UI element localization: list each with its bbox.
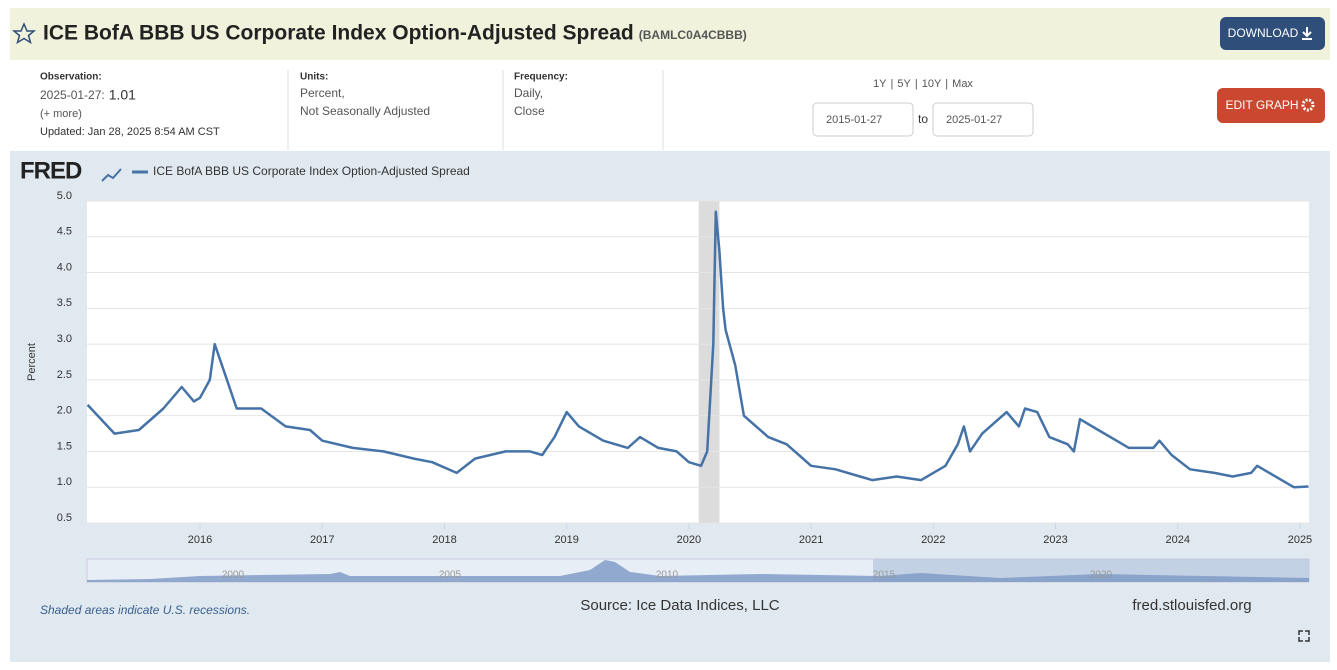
y-tick-label: 2.5	[57, 369, 72, 381]
navigator-label: 2020	[1090, 570, 1113, 581]
y-tick-label: 1.5	[57, 440, 72, 452]
units-label: Units:	[300, 72, 328, 83]
favorite-star[interactable]	[11, 22, 37, 45]
navigator-label: 2005	[439, 570, 462, 581]
range-link[interactable]: 10Y	[922, 78, 942, 90]
edit-graph-label: EDIT GRAPH	[1225, 98, 1298, 112]
y-tick-label: 5.0	[57, 190, 72, 202]
y-tick-label: 4.5	[57, 226, 72, 238]
start-date: 2015-01-27	[826, 114, 882, 126]
separator: |	[915, 78, 918, 90]
navigator-label: 2015	[873, 570, 896, 581]
y-tick-label: 3.5	[57, 297, 72, 309]
y-tick-label: 3.0	[57, 333, 72, 345]
separator: |	[891, 78, 894, 90]
download-button[interactable]	[1220, 17, 1325, 50]
obs-label: Observation:	[40, 72, 102, 83]
x-tick-label: 2019	[554, 534, 578, 546]
range-links: 1Y | 5Y | 10Y | Max	[873, 78, 973, 90]
fullscreen-icon[interactable]	[1298, 630, 1310, 642]
freq-line: Close	[514, 104, 545, 118]
navigator-labels: 2000 2005 2010 2015 2020	[222, 570, 1113, 581]
plot	[86, 200, 1309, 529]
title: ICE BofA BBB US Corporate Index Option-A…	[43, 22, 634, 45]
recession-note: Shaded areas indicate U.S. recessions.	[40, 603, 250, 617]
y-axis-label: Percent	[26, 343, 38, 381]
edit-graph-button[interactable]	[1217, 88, 1325, 123]
x-tick-label: 2018	[432, 534, 456, 546]
range-link[interactable]: Max	[952, 78, 973, 90]
navigator-label: 2010	[656, 570, 679, 581]
updated: Updated: Jan 28, 2025 8:54 AM CST	[40, 126, 220, 138]
obs-value: 1.01	[109, 87, 136, 103]
y-tick-label: 4.0	[57, 261, 72, 273]
series-id: (BAMLC0A4CBBB)	[639, 28, 747, 42]
logo-icon	[101, 168, 122, 182]
range-link[interactable]: 5Y	[897, 78, 911, 90]
navigator-overview	[87, 560, 1309, 582]
site-url: fred.stlouisfed.org	[1132, 597, 1251, 614]
x-tick-label: 2024	[1166, 534, 1190, 546]
gear-icon	[1301, 98, 1315, 112]
legend-label: ICE BofA BBB US Corporate Index Option-A…	[153, 164, 470, 178]
x-tick-label: 2022	[921, 534, 945, 546]
download-icon	[1302, 27, 1312, 40]
y-tick-label: 1.0	[57, 476, 72, 488]
x-tick-label: 2020	[677, 534, 701, 546]
y-tick-label: 0.5	[57, 512, 72, 524]
end-date: 2025-01-27	[946, 114, 1002, 126]
series-line	[86, 210, 1309, 489]
header-bar	[10, 8, 1330, 60]
x-tick-label: 2021	[799, 534, 823, 546]
units-line: Percent,	[300, 86, 345, 100]
end-date-input[interactable]	[932, 102, 1034, 137]
y-tick-label: 2.0	[57, 405, 72, 417]
units-line: Not Seasonally Adjusted	[300, 104, 430, 118]
more-link[interactable]: (+ more)	[40, 108, 82, 120]
x-tick-label: 2017	[310, 534, 334, 546]
separator: |	[945, 78, 948, 90]
fred-logo: FRED	[20, 157, 82, 184]
source: Source: Ice Data Indices, LLC	[580, 597, 779, 614]
freq-line: Daily,	[514, 86, 543, 100]
x-tick-label: 2016	[188, 534, 212, 546]
x-tick-label: 2025	[1288, 534, 1312, 546]
freq-label: Frequency:	[514, 72, 568, 83]
plot-area	[87, 201, 1309, 523]
x-tick-label: 2023	[1043, 534, 1067, 546]
range-link[interactable]: 1Y	[873, 78, 887, 90]
navigator-label: 2000	[222, 570, 245, 581]
to-label: to	[918, 112, 928, 126]
obs-date: 2025-01-27:	[40, 88, 105, 102]
start-date-input[interactable]	[812, 102, 914, 137]
download-label: DOWNLOAD	[1228, 26, 1299, 40]
